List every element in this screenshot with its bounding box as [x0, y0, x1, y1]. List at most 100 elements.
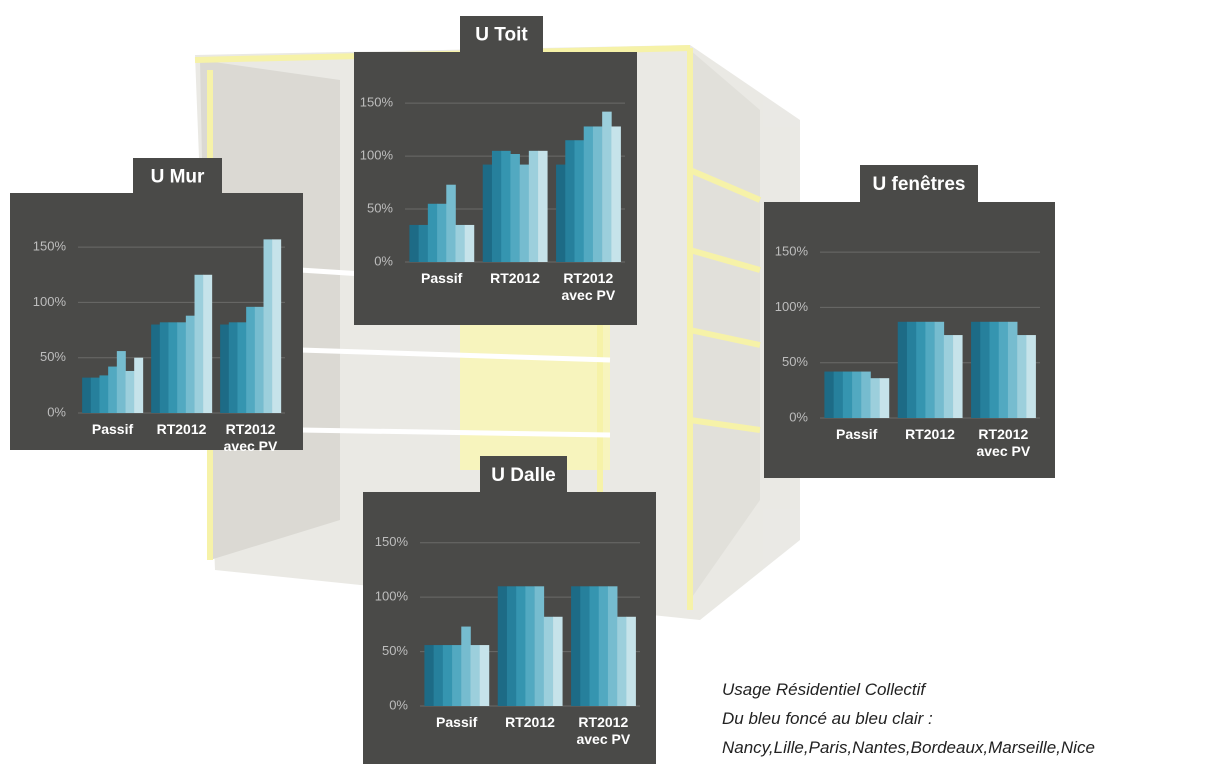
bar: [916, 321, 926, 418]
bar: [220, 324, 230, 413]
y-tick-label: 0%: [374, 253, 393, 268]
bar: [543, 616, 554, 706]
y-tick-label: 0%: [789, 409, 808, 424]
bar: [82, 377, 92, 413]
bar: [553, 616, 563, 706]
bar: [1017, 335, 1027, 418]
bar: [418, 224, 429, 262]
bar: [870, 378, 881, 418]
bar: [442, 645, 453, 706]
bar: [516, 586, 526, 706]
y-tick-label: 150%: [775, 244, 809, 259]
y-tick-label: 100%: [33, 294, 67, 309]
bar: [525, 586, 535, 706]
bar: [861, 371, 871, 418]
bar: [246, 306, 256, 413]
bar: [177, 322, 187, 413]
y-tick-label: 50%: [40, 349, 66, 364]
bar: [446, 184, 456, 262]
x-tick-label: Passif: [836, 426, 878, 442]
chart-title: U fenêtres: [873, 174, 966, 195]
bar: [159, 322, 169, 413]
note: Usage Résidentiel Collectif: [722, 680, 926, 699]
bar: [925, 321, 935, 418]
x-tick-label: RT2012 avec PV: [223, 421, 278, 454]
bar: [607, 586, 618, 706]
bar: [626, 616, 636, 706]
bar: [833, 371, 844, 418]
y-tick-label: 0%: [389, 697, 408, 712]
x-tick-label: RT2012: [905, 426, 955, 442]
bar: [228, 322, 238, 413]
x-tick-label: RT2012 avec PV: [561, 270, 616, 303]
note: Nancy,Lille,Paris,Nantes,Bordeaux,Marsei…: [722, 738, 1095, 757]
bar: [501, 150, 511, 262]
bar: [482, 164, 493, 262]
bar: [611, 126, 621, 263]
chart-title: U Dalle: [491, 465, 555, 486]
bar: [272, 239, 282, 413]
bar: [534, 586, 545, 706]
bar: [565, 140, 575, 262]
chart-title: U Mur: [151, 167, 205, 188]
x-tick-label: Passif: [91, 421, 134, 437]
y-tick-label: 150%: [360, 95, 394, 110]
x-tick-label: RT2012: [156, 421, 207, 437]
bar: [461, 626, 471, 706]
bar: [497, 586, 508, 706]
bar: [934, 321, 945, 418]
title-box: [860, 165, 978, 203]
chart-title: U Toit: [475, 25, 528, 46]
bar: [989, 321, 1000, 418]
bar: [842, 371, 853, 418]
bar: [479, 645, 490, 706]
y-tick-label: 100%: [775, 299, 809, 314]
bar: [254, 306, 264, 413]
bar: [116, 351, 126, 413]
bar: [99, 375, 109, 413]
bar: [906, 321, 917, 418]
bar: [583, 126, 594, 263]
bar: [134, 357, 144, 413]
bar: [185, 315, 195, 413]
y-tick-label: 50%: [782, 354, 808, 369]
bar: [971, 321, 981, 418]
x-tick-label: Passif: [436, 714, 478, 730]
bar: [953, 335, 963, 418]
note: Du bleu foncé au bleu clair :: [722, 709, 933, 728]
bar: [879, 378, 890, 418]
y-tick-label: 150%: [375, 534, 409, 549]
x-tick-label: RT2012: [505, 714, 555, 730]
bar: [589, 586, 600, 706]
bar: [617, 616, 627, 706]
bar: [203, 274, 213, 413]
bar: [592, 126, 603, 263]
bar: [571, 586, 581, 706]
y-tick-label: 50%: [367, 200, 393, 215]
bar: [528, 150, 539, 262]
bar: [194, 274, 204, 413]
bar: [556, 164, 566, 262]
bar: [580, 586, 590, 706]
title-box: [460, 16, 543, 53]
bar: [437, 203, 447, 262]
y-tick-label: 50%: [382, 643, 408, 658]
bar: [90, 377, 100, 413]
bar: [263, 239, 273, 413]
bar: [574, 140, 585, 262]
bar: [519, 164, 530, 262]
bar: [852, 371, 862, 418]
y-tick-label: 100%: [375, 589, 409, 604]
bar: [237, 322, 247, 413]
bar: [824, 371, 834, 418]
bar: [125, 370, 135, 413]
y-tick-label: 100%: [360, 148, 394, 163]
bar: [510, 154, 520, 262]
bar: [424, 645, 434, 706]
bar: [943, 335, 954, 418]
x-tick-label: RT2012 avec PV: [576, 714, 631, 747]
bar: [427, 203, 438, 262]
title-box: [480, 456, 567, 494]
